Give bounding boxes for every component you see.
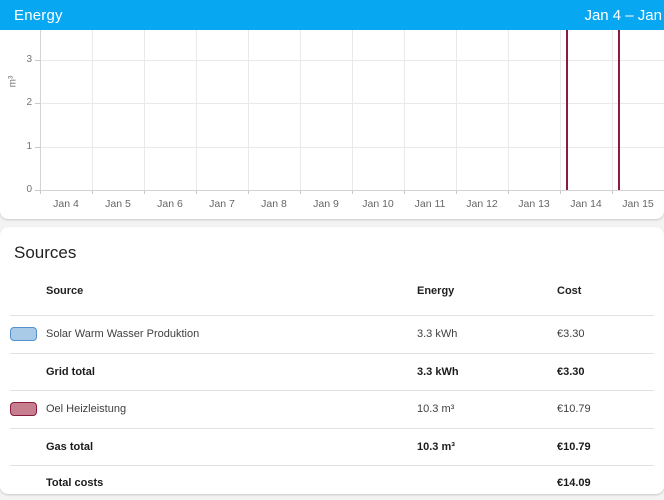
x-axis-label: Jan 14 [570, 198, 602, 210]
app-header: Energy Jan 4 – Jan [0, 0, 664, 30]
table-row-grid-total: Grid total 3.3 kWh €3.30 [10, 352, 654, 391]
column-header-cost: Cost [557, 285, 582, 297]
x-gridline [404, 30, 405, 190]
cost-value: €3.30 [557, 328, 585, 341]
x-axis-label: Jan 10 [362, 198, 394, 210]
x-tick-mark [352, 190, 353, 194]
x-gridline [352, 30, 353, 190]
table-row-total-costs: Total costs €14.09 [10, 465, 654, 494]
page-title: Energy [14, 6, 63, 24]
x-axis-label: Jan 13 [518, 198, 550, 210]
gas-consumption-bar[interactable] [617, 30, 620, 190]
energy-value: 10.3 m³ [417, 403, 455, 416]
y-tick-mark [35, 60, 40, 62]
source-name: Gas total [46, 441, 94, 454]
x-gridline [196, 30, 197, 190]
y-tick-mark [35, 190, 40, 191]
table-row-oil: Oel Heizleistung 10.3 m³ €10.79 [10, 390, 654, 428]
sources-heading: Sources [14, 243, 77, 262]
x-tick-mark [404, 190, 405, 194]
x-tick-mark [560, 190, 561, 194]
y-tick-label: 0 [26, 184, 32, 195]
column-header-energy: Energy [417, 285, 455, 297]
x-gridline [612, 30, 613, 190]
source-name: Total costs [46, 476, 104, 489]
x-tick-mark [196, 190, 197, 194]
x-axis-label: Jan 12 [466, 198, 498, 210]
y-tick-mark [35, 103, 40, 105]
y-axis-line [40, 30, 41, 190]
cost-value: €10.79 [557, 403, 591, 416]
x-axis-label: Jan 11 [414, 198, 446, 210]
source-name: Oel Heizleistung [46, 403, 127, 416]
cost-value: €14.09 [557, 476, 591, 489]
energy-value: 10.3 m³ [417, 441, 455, 454]
solar-color-swatch [10, 327, 37, 342]
x-axis-label: Jan 6 [157, 198, 183, 210]
x-tick-mark [92, 190, 93, 194]
date-range-selector[interactable]: Jan 4 – Jan [584, 6, 662, 24]
y-tick-label: 1 [26, 140, 32, 152]
energy-value: 3.3 kWh [417, 328, 458, 341]
energy-value: 3.3 kWh [417, 365, 459, 378]
x-gridline [248, 30, 249, 190]
x-tick-mark [612, 190, 613, 194]
x-gridline [144, 30, 145, 190]
y-tick-label: 3 [26, 54, 32, 66]
x-axis-line [40, 190, 664, 191]
cost-value: €10.79 [557, 441, 591, 454]
gas-consumption-chart: m³ 0 1 2 3 Jan 4 Jan 5 Jan 6 Jan 7 Jan 8 Jan 9 Jan… [0, 30, 664, 219]
cost-value: €3.30 [557, 365, 585, 378]
sources-table: Source Energy Cost Solar Warm Wasser Pro… [10, 267, 654, 494]
y-tick-mark [35, 146, 40, 148]
x-gridline [560, 30, 561, 190]
x-axis-label: Jan 9 [313, 198, 339, 210]
gas-consumption-bar[interactable] [565, 30, 568, 190]
table-row-solar: Solar Warm Wasser Produktion 3.3 kWh €3.… [10, 315, 654, 353]
x-gridline [456, 30, 457, 190]
x-axis-label: Jan 5 [105, 198, 131, 210]
energy-usage-chart-card: m³ 0 1 2 3 Jan 4 Jan 5 Jan 6 Jan 7 Jan 8 Jan 9 Jan… [0, 30, 664, 219]
x-axis-label: Jan 7 [209, 198, 235, 210]
table-row-gas-total: Gas total 10.3 m³ €10.79 [10, 427, 654, 466]
table-header-row: Source Energy Cost [10, 267, 654, 315]
x-tick-mark [508, 190, 509, 194]
source-name: Grid total [46, 365, 95, 378]
x-axis-label: Jan 15 [622, 198, 654, 210]
x-gridline [508, 30, 509, 190]
column-header-source: Source [46, 285, 84, 297]
x-tick-mark [144, 190, 145, 194]
x-axis-label: Jan 8 [261, 198, 287, 210]
y-tick-label: 2 [26, 97, 32, 109]
x-tick-mark [40, 190, 41, 194]
source-name: Solar Warm Wasser Produktion [46, 328, 200, 341]
x-gridline [300, 30, 301, 190]
x-tick-mark [248, 190, 249, 194]
x-tick-mark [456, 190, 457, 194]
sources-card: Sources Source Energy Cost Solar Warm Wa… [0, 227, 664, 494]
y-axis-unit-label: m³ [7, 75, 19, 88]
gas-color-swatch [10, 402, 37, 417]
x-tick-mark [300, 190, 301, 194]
x-axis-label: Jan 4 [53, 198, 79, 210]
x-gridline [92, 30, 93, 190]
